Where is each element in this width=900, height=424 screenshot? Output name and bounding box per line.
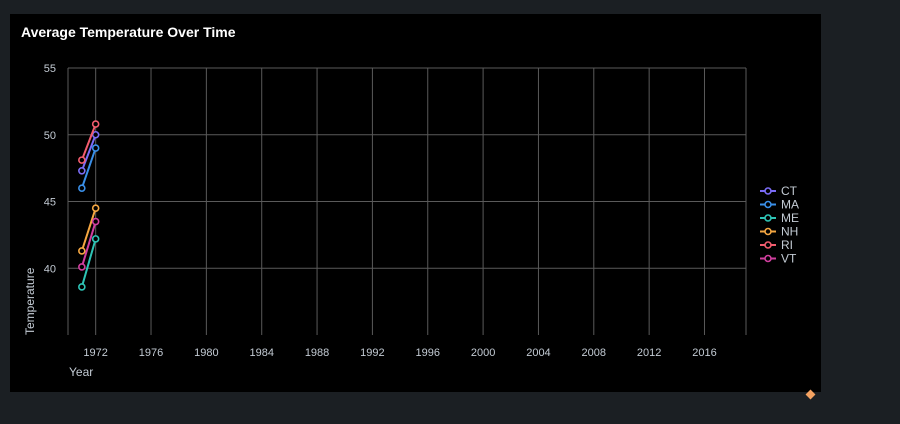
legend-label-ri: RI [781,238,793,252]
x-tick-label: 1980 [194,347,218,359]
y-tick-label: 45 [44,197,56,209]
data-point-vt [91,217,100,226]
series-line-ri [80,123,97,161]
data-point-vt [78,263,86,271]
y-tick-label: 50 [44,130,56,142]
y-tick-label: 55 [44,63,56,75]
series-line-me [80,238,97,288]
x-tick-label: 2008 [582,347,606,359]
legend-label-vt: VT [781,252,797,266]
data-point-nh [78,247,86,255]
data-point-ri [91,120,100,128]
data-point-ri [78,156,86,164]
x-tick-label: 2016 [692,347,716,359]
legend-marker-vt [764,254,772,263]
chart-title: Average Temperature Over Time [21,24,236,40]
legend-marker-ma [764,200,772,209]
series-line-ct [80,134,97,172]
legend-marker-me [764,214,772,222]
x-tick-label: 1984 [249,347,273,359]
y-tick-label: 40 [44,263,56,275]
legend-label-ct: CT [781,184,798,198]
legend-label-ma: MA [781,198,799,212]
y-axis-title: Temperature [23,267,37,335]
legend-label-me: ME [781,211,799,225]
x-tick-label: 2004 [526,347,550,359]
x-tick-label: 1992 [360,347,384,359]
series-line-ma [80,147,97,189]
legend-marker-ri [764,241,772,249]
x-tick-label: 1988 [305,347,329,359]
x-axis-title: Year [69,365,93,379]
x-tick-label: 2000 [471,347,495,359]
temperature-line-chart: 40 45 50 55 1972 1976 1980 1984 1988 1992 1996 2000… [23,63,799,379]
x-tick-label: 1996 [416,347,440,359]
data-point-ct [78,166,86,175]
data-point-me [78,283,86,291]
data-point-ma [78,184,86,192]
series-line-nh [80,207,97,252]
x-tick-label: 2012 [637,347,661,359]
data-point-ma [91,144,100,152]
series-line-vt [80,221,97,268]
legend-marker-nh [764,227,772,236]
data-point-me [91,235,100,243]
x-tick-label: 1976 [139,347,163,359]
x-tick-label: 1972 [83,347,107,359]
legend-marker-ct [764,187,772,195]
data-point-ct [91,130,100,139]
chart-panel: Average Temperature Over Time 40 45 50 55 19… [10,14,821,400]
data-point-nh [91,204,100,212]
legend-label-nh: NH [781,225,798,239]
